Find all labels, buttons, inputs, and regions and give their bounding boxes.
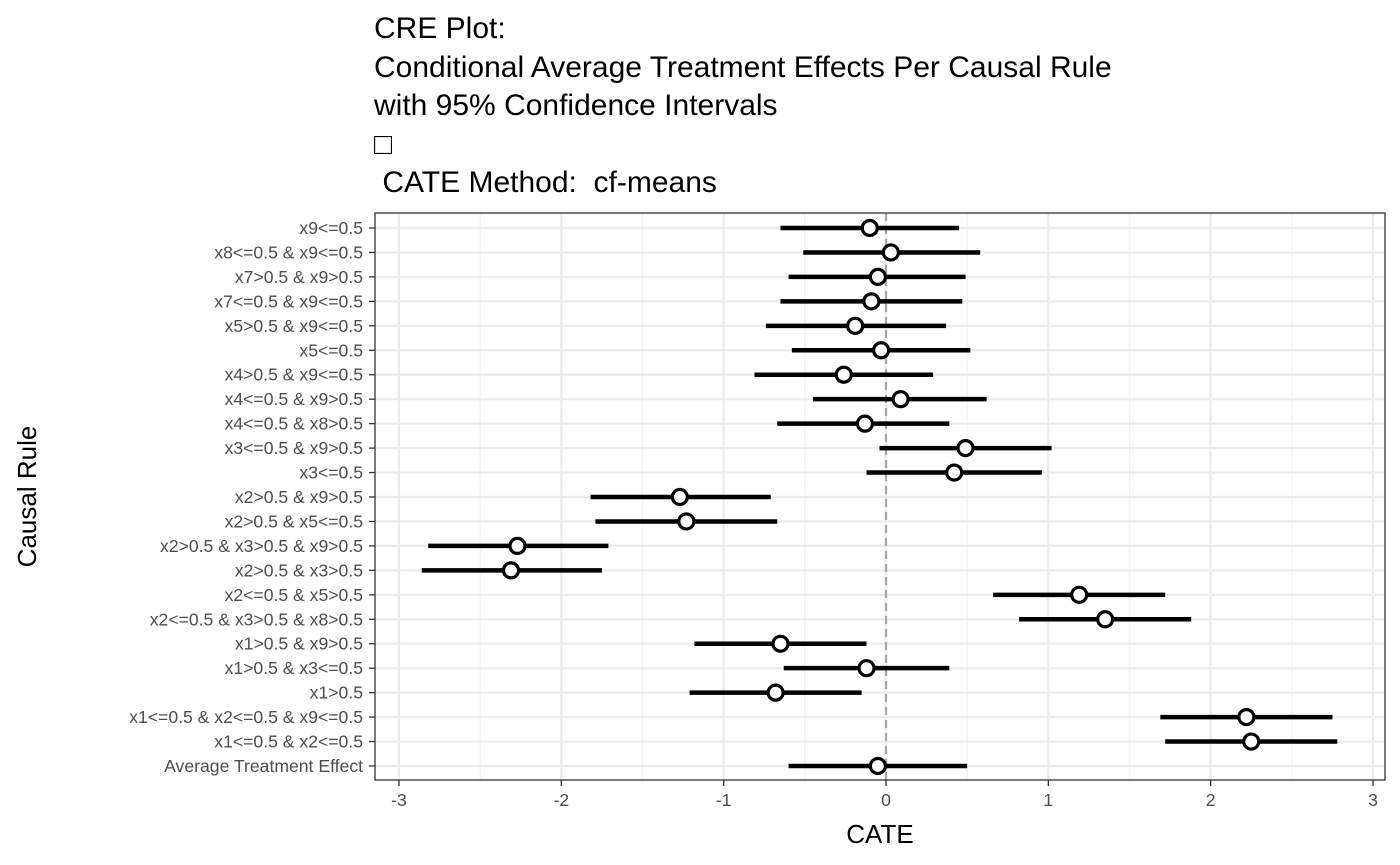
- y-tick-label: x2>0.5 & x9>0.5: [235, 487, 363, 507]
- y-tick-label: x1<=0.5 & x2<=0.5: [214, 732, 363, 752]
- estimate-series: [501, 218, 1261, 776]
- cate-estimate-point: [670, 487, 689, 507]
- y-tick-label: x4<=0.5 & x8>0.5: [225, 414, 364, 434]
- y-tick-label: x5>0.5 & x9<=0.5: [225, 316, 364, 336]
- cate-estimate-point: [956, 438, 975, 458]
- x-tick-label: 1: [1043, 790, 1053, 810]
- x-tick-label: 0: [881, 790, 891, 810]
- y-tick-label: x1>0.5 & x3<=0.5: [225, 658, 364, 678]
- x-tick-label: -1: [716, 790, 732, 810]
- cate-estimate-point: [508, 536, 527, 556]
- cate-estimate-point: [1237, 707, 1256, 727]
- y-tick-label: x2<=0.5 & x5>0.5: [225, 585, 364, 605]
- y-tick-label: x1>0.5 & x9>0.5: [235, 634, 363, 654]
- y-tick-label: x3<=0.5: [299, 463, 363, 483]
- cate-estimate-point: [855, 414, 874, 433]
- y-tick-label: x8<=0.5 & x9<=0.5: [214, 242, 363, 262]
- cate-estimate-point: [860, 218, 879, 238]
- y-tick-label: x7<=0.5 & x9<=0.5: [214, 291, 363, 311]
- y-tick-label: x1<=0.5 & x2<=0.5 & x9<=0.5: [129, 707, 363, 727]
- cate-estimate-point: [501, 561, 521, 580]
- grid: [375, 213, 1385, 780]
- x-tick-label: -3: [391, 790, 407, 810]
- cate-estimate-point: [881, 243, 900, 262]
- cate-estimate-point: [891, 390, 910, 409]
- title-line: CATE Method: cf-means: [374, 166, 717, 199]
- y-axis-label: Causal Rule: [12, 426, 42, 568]
- y-tick-label: x9<=0.5: [299, 218, 363, 238]
- x-axis-label: CATE: [846, 819, 913, 849]
- y-tick-label: x5<=0.5: [299, 340, 363, 360]
- x-axis: -3 -2 -1 0 1 2 3: [391, 780, 1378, 810]
- cate-estimate-point: [872, 341, 891, 360]
- cate-estimate-point: [677, 512, 696, 531]
- title-line: with 95% Confidence Intervals: [374, 89, 778, 122]
- chart-title: CRE Plot: Conditional Average Treatment …: [374, 10, 1374, 203]
- cate-estimate-point: [868, 756, 887, 776]
- title-line: Conditional Average Treatment Effects Pe…: [374, 50, 1112, 84]
- x-tick-label: 3: [1368, 790, 1378, 810]
- cate-estimate-point: [862, 292, 881, 311]
- cate-estimate-point: [846, 316, 865, 335]
- y-tick-label: x2<=0.5 & x3>0.5 & x8>0.5: [150, 609, 363, 629]
- y-tick-label: x3<=0.5 & x9>0.5: [225, 438, 364, 458]
- x-tick-label: -2: [554, 790, 570, 810]
- y-tick-label: x1>0.5: [310, 683, 364, 703]
- y-tick-label: Average Treatment Effect: [164, 756, 363, 776]
- cate-estimate-point: [771, 634, 790, 653]
- cate-estimate-point: [1070, 585, 1089, 604]
- cate-estimate-point: [1242, 732, 1261, 751]
- cate-estimate-point: [868, 267, 887, 287]
- y-tick-label: x4>0.5 & x9<=0.5: [225, 365, 364, 385]
- y-tick-label: x4<=0.5 & x9>0.5: [225, 389, 364, 409]
- x-tick-label: 2: [1206, 790, 1216, 810]
- title-line: □: [374, 127, 393, 161]
- cate-estimate-point: [945, 463, 964, 482]
- title-line: CRE Plot:: [374, 12, 506, 45]
- cate-estimate-point: [834, 365, 853, 384]
- cate-estimate-point: [766, 683, 785, 702]
- cate-estimate-point: [1096, 610, 1115, 629]
- cate-estimate-point: [857, 659, 876, 678]
- y-tick-label: x2>0.5 & x3>0.5: [235, 560, 363, 580]
- y-tick-label: x7>0.5 & x9>0.5: [235, 267, 363, 287]
- y-axis: x9<=0.5 x8<=0.5 & x9<=0.5 x7>0.5 & x9>0.5 x…: [129, 218, 375, 776]
- y-tick-label: x2>0.5 & x5<=0.5: [225, 511, 364, 531]
- y-tick-label: x2>0.5 & x3>0.5 & x9>0.5: [160, 536, 363, 556]
